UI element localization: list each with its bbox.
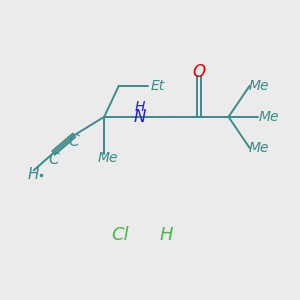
Text: H: H xyxy=(160,226,173,244)
Text: Me: Me xyxy=(249,141,269,155)
Text: Me: Me xyxy=(258,110,279,124)
Text: O: O xyxy=(193,63,206,81)
Text: C: C xyxy=(69,134,80,149)
Text: Me: Me xyxy=(249,79,269,93)
Text: Me: Me xyxy=(97,151,118,165)
Text: C: C xyxy=(48,152,59,167)
Text: H: H xyxy=(135,100,146,114)
Text: Cl: Cl xyxy=(112,226,129,244)
Text: H: H xyxy=(28,167,39,182)
Text: N: N xyxy=(134,108,146,126)
Text: Et: Et xyxy=(150,79,165,93)
